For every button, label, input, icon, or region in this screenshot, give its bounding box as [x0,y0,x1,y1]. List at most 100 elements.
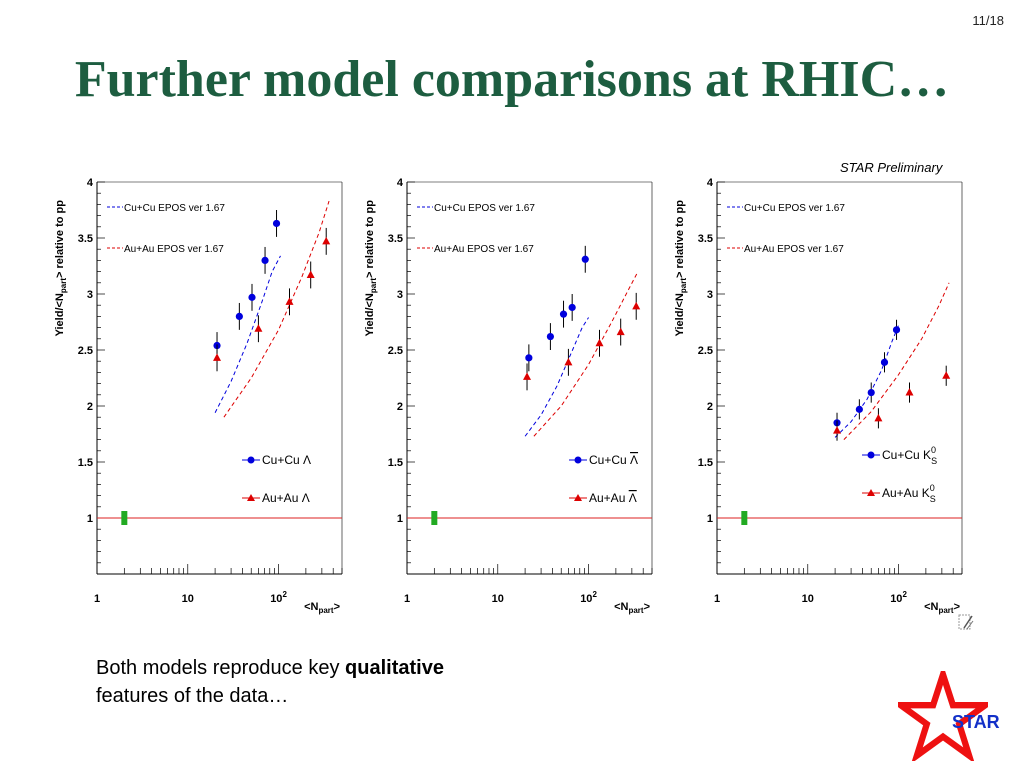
x-tick-label: 10 [802,593,814,605]
legend-model-label: Cu+Cu EPOS ver 1.67 [744,203,845,214]
data-point [616,327,625,336]
data-point [581,255,589,263]
data-point [261,256,269,264]
x-tick-label: 102 [890,590,907,605]
caption-text-1: Both models reproduce key [96,657,346,679]
y-tick-label: 1.5 [78,457,93,469]
legend-data-label: Cu+Cu Λ [589,453,638,467]
y-tick-label: 1 [707,513,713,525]
data-point [867,388,875,397]
model-curve [214,255,281,413]
legend-marker [574,456,582,464]
y-tick-label: 1 [397,513,403,525]
y-tick-label: 1 [87,513,93,525]
data-point [546,332,555,341]
legend-data-label: Cu+Cu K0 S [882,445,937,466]
legend-marker [574,494,582,501]
charts-area: 1 1.5 2 2.5 3 3.5 4 Yield/<Npart> relative to p… [54,177,963,615]
systematic-error-box [431,511,438,525]
y-tick-label: 3 [707,289,713,301]
data-point [833,426,842,434]
y-tick-label: 4 [397,177,404,189]
data-point [892,326,901,334]
data-point [248,293,256,301]
y-tick-label: 3 [397,289,403,301]
y-tick-label: 2.5 [388,345,403,357]
data-point [564,357,573,366]
caption: Both models reproduce key qualitative fea… [96,654,616,710]
data-point [568,303,576,312]
legend-data-label: Cu+Cu Λ [262,453,311,467]
y-tick-label: 1.5 [388,457,403,469]
legend-model-label: Cu+Cu EPOS ver 1.67 [124,203,225,214]
data-point [525,354,533,362]
data-point [880,358,889,366]
systematic-error-box [121,511,128,525]
data-point [254,324,263,332]
slide-title: Further model comparisons at RHIC… [74,51,950,108]
legend-data-label: Au+Au K0 S [882,483,936,504]
model-curve [834,325,900,438]
x-tick-label: 1 [94,593,100,605]
data-point [559,310,568,318]
data-point [942,371,951,379]
data-point [595,338,604,347]
y-tick-label: 3.5 [78,233,93,245]
x-axis-label: <Npart> [304,601,340,615]
y-axis-label: Yield/<Npart> relative to pp [54,200,68,337]
x-tick-label: 102 [580,590,597,605]
preliminary-label: STAR Preliminary [840,160,943,175]
star-logo-text: STAR [952,712,1000,732]
legend-marker [247,456,255,464]
data-point [285,297,294,305]
data-point [855,405,863,413]
page-number: 11/18 [972,13,1004,28]
legend-model-label: Au+Au EPOS ver 1.67 [744,244,844,255]
legend-model-label: Au+Au EPOS ver 1.67 [434,244,534,255]
data-point [632,301,641,310]
model-curve [533,271,639,437]
y-tick-label: 1.5 [698,457,713,469]
data-point [306,270,315,278]
legend-model-label: Au+Au EPOS ver 1.67 [124,244,224,255]
x-tick-label: 10 [182,593,194,605]
y-tick-label: 2 [397,401,403,413]
y-tick-label: 4 [87,177,94,189]
data-point [874,413,883,422]
x-tick-label: 10 [492,593,504,605]
y-tick-label: 2.5 [698,345,713,357]
x-axis-label: <Npart> [614,601,650,615]
chart-panel-1: 1 1.5 2 2.5 3 3.5 4 Yield/<Npart> relative to p… [54,177,343,615]
y-tick-label: 4 [707,177,714,189]
x-axis-label: <Npart> [924,601,960,615]
caption-text-2: features of the data… [96,685,289,707]
systematic-error-box [741,511,748,525]
data-point [523,372,532,380]
x-tick-label: 1 [404,593,410,605]
legend-marker [247,494,255,501]
data-point [213,353,222,361]
x-tick-label: 1 [714,593,720,605]
data-point [272,219,281,228]
data-point [235,312,243,320]
y-tick-label: 2.5 [78,345,93,357]
chart-panel-3: 1 1.5 2 2.5 3 3.5 4 Yield/<Npart> relative to p… [674,177,963,615]
chart-panel-2: 1 1.5 2 2.5 3 3.5 4 Yield/<Npart> relative to p… [364,177,653,615]
data-point [905,388,914,396]
y-tick-label: 3.5 [388,233,403,245]
legend-data-label: Au+Au Λ [589,491,637,505]
legend-marker [867,489,875,496]
edit-icon [958,614,974,630]
y-tick-label: 2 [87,401,93,413]
x-tick-label: 102 [270,590,287,605]
y-tick-label: 2 [707,401,713,413]
legend-model-label: Cu+Cu EPOS ver 1.67 [434,203,535,214]
y-axis-label: Yield/<Npart> relative to pp [674,200,688,337]
y-tick-label: 3.5 [698,233,713,245]
y-tick-label: 3 [87,289,93,301]
model-curve [843,282,950,440]
data-point [322,236,331,245]
caption-bold: qualitative [345,657,444,679]
y-axis-label: Yield/<Npart> relative to pp [364,200,378,337]
star-logo-icon [898,671,988,761]
